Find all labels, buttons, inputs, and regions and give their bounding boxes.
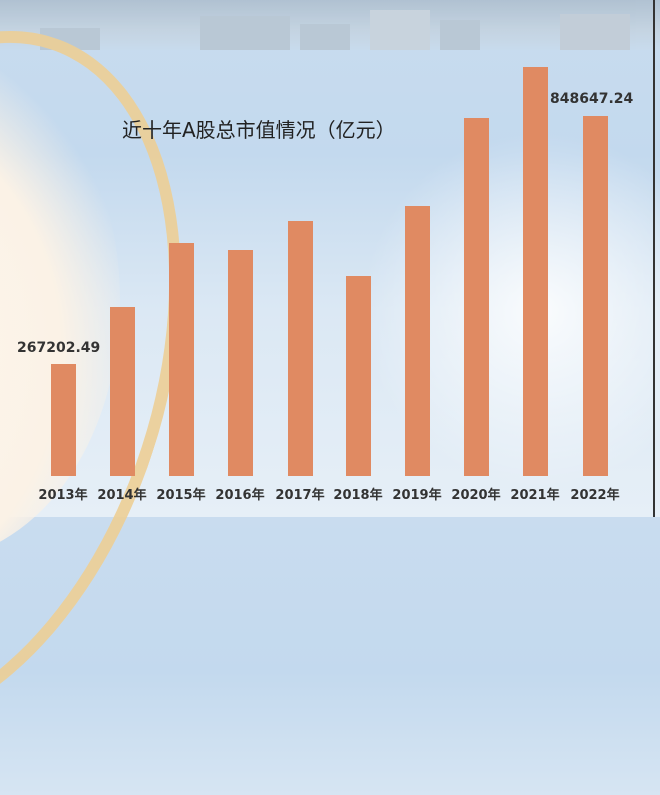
bar-2013 (51, 364, 76, 476)
bar-2019 (405, 206, 430, 476)
x-tick-label: 2015年 (156, 488, 206, 503)
bar-2016 (228, 250, 253, 476)
x-tick-label: 2017年 (275, 488, 325, 503)
x-tick-label: 2014年 (97, 488, 147, 503)
right-border (653, 0, 655, 517)
data-label-2013: 267202.49 (17, 340, 101, 356)
x-tick-label: 2016年 (215, 488, 265, 503)
bar-2021 (523, 67, 548, 476)
bar-2017 (288, 221, 313, 476)
chart-title: 近十年A股总市值情况（亿元） (122, 118, 396, 142)
x-tick-label: 2018年 (333, 488, 383, 503)
x-tick-label: 2019年 (392, 488, 442, 503)
bar-2018 (346, 276, 371, 476)
x-tick-label: 2013年 (38, 488, 88, 503)
bar-2014 (110, 307, 135, 476)
bar-2015 (169, 243, 194, 476)
x-tick-label: 2020年 (451, 488, 501, 503)
data-label-2022: 848647.24 (550, 91, 634, 107)
x-tick-label: 2022年 (570, 488, 620, 503)
background-skyline (0, 0, 660, 50)
bar-2020 (464, 118, 489, 476)
x-tick-label: 2021年 (510, 488, 560, 503)
bar-2022 (583, 116, 608, 476)
